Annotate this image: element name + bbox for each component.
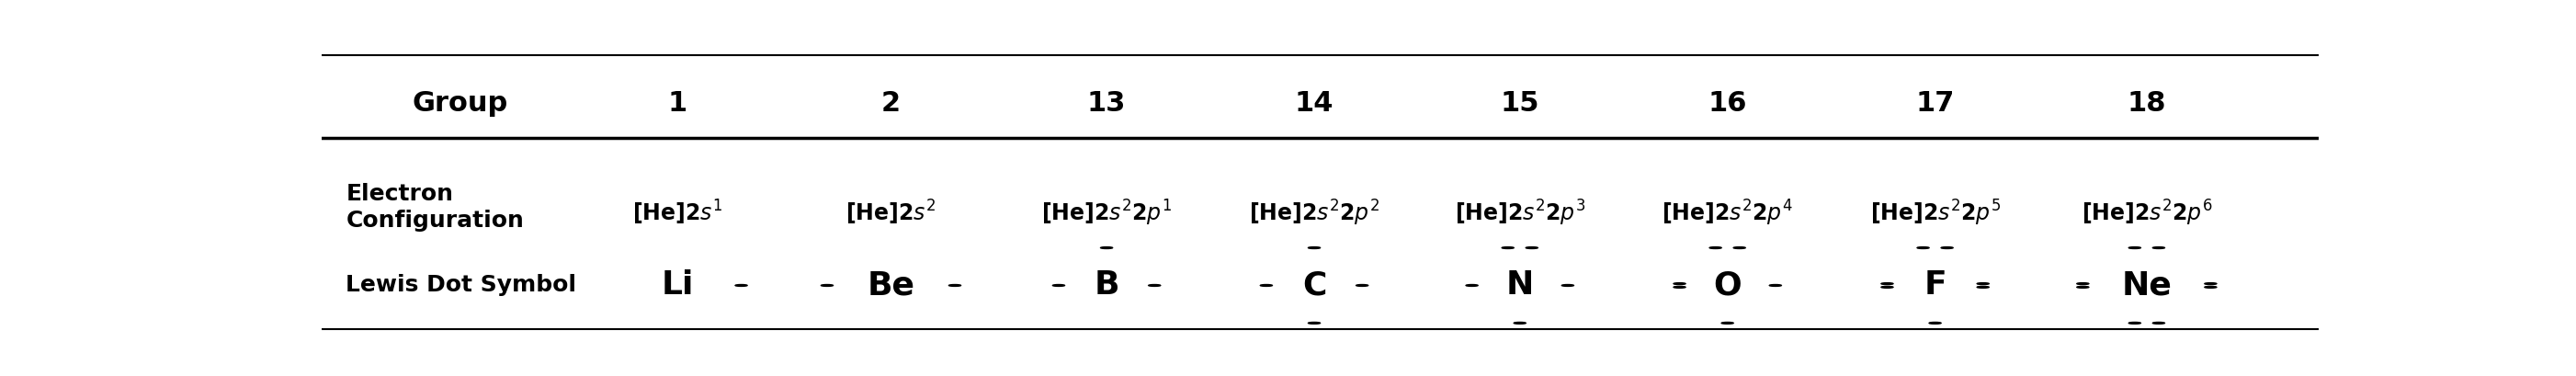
Circle shape — [948, 285, 961, 286]
Circle shape — [822, 285, 832, 286]
Circle shape — [2128, 247, 2141, 249]
Text: $\mathregular{[He]2}s^{2}\mathregular{2}p^{3}$: $\mathregular{[He]2}s^{2}\mathregular{2}… — [1455, 198, 1584, 228]
Circle shape — [1917, 247, 1929, 249]
Text: C: C — [1301, 270, 1327, 301]
Circle shape — [1674, 283, 1685, 285]
Circle shape — [1710, 247, 1721, 249]
Text: Be: Be — [868, 270, 914, 301]
Circle shape — [1525, 247, 1538, 249]
Circle shape — [1100, 247, 1113, 249]
Text: Ne: Ne — [2123, 270, 2172, 301]
Text: 14: 14 — [1296, 90, 1334, 116]
Text: Lewis Dot Symbol: Lewis Dot Symbol — [345, 274, 577, 296]
Circle shape — [1929, 322, 1942, 324]
Circle shape — [1561, 285, 1574, 286]
Circle shape — [1880, 286, 1893, 288]
Circle shape — [1674, 286, 1685, 288]
Circle shape — [2154, 322, 2164, 324]
Text: N: N — [1507, 270, 1533, 301]
Circle shape — [1149, 285, 1162, 286]
Text: 15: 15 — [1499, 90, 1540, 116]
Circle shape — [2205, 283, 2215, 285]
Circle shape — [1054, 285, 1064, 286]
Circle shape — [1355, 285, 1368, 286]
Text: B: B — [1095, 270, 1118, 301]
Text: Li: Li — [662, 270, 693, 301]
Text: $\mathregular{[He]2}s^{2}\mathregular{2}p^{2}$: $\mathregular{[He]2}s^{2}\mathregular{2}… — [1249, 198, 1378, 228]
Circle shape — [1976, 283, 1989, 285]
Circle shape — [1502, 247, 1515, 249]
Circle shape — [1466, 285, 1479, 286]
Circle shape — [2154, 247, 2164, 249]
Text: $\mathregular{[He]2}s^{2}\mathregular{2}p^{4}$: $\mathregular{[He]2}s^{2}\mathregular{2}… — [1662, 198, 1793, 228]
Circle shape — [1309, 247, 1321, 249]
Text: 17: 17 — [1917, 90, 1955, 116]
Circle shape — [1515, 322, 1525, 324]
Text: $\mathregular{[He]2}s^{2}\mathregular{2}p^{6}$: $\mathregular{[He]2}s^{2}\mathregular{2}… — [2081, 198, 2213, 228]
Circle shape — [2205, 286, 2215, 288]
Text: $\mathregular{[He]2}s^{2}\mathregular{2}p^{1}$: $\mathregular{[He]2}s^{2}\mathregular{2}… — [1041, 198, 1172, 228]
Circle shape — [1260, 285, 1273, 286]
Text: 16: 16 — [1708, 90, 1747, 116]
Circle shape — [1309, 322, 1321, 324]
Circle shape — [1770, 285, 1783, 286]
Text: Electron
Configuration: Electron Configuration — [345, 183, 523, 232]
Text: 13: 13 — [1087, 90, 1126, 116]
Circle shape — [1734, 247, 1747, 249]
Circle shape — [2076, 286, 2089, 288]
Text: $\mathregular{[He]2}s^{1}$: $\mathregular{[He]2}s^{1}$ — [631, 199, 721, 227]
Circle shape — [734, 285, 747, 286]
Circle shape — [1721, 322, 1734, 324]
Circle shape — [2076, 283, 2089, 285]
Text: 1: 1 — [667, 90, 688, 116]
Circle shape — [2128, 322, 2141, 324]
Text: $\mathregular{[He]2}s^{2}$: $\mathregular{[He]2}s^{2}$ — [845, 199, 935, 227]
Circle shape — [1976, 286, 1989, 288]
Text: O: O — [1713, 270, 1741, 301]
Text: 2: 2 — [881, 90, 902, 116]
Circle shape — [1942, 247, 1953, 249]
Text: $\mathregular{[He]2}s^{2}\mathregular{2}p^{5}$: $\mathregular{[He]2}s^{2}\mathregular{2}… — [1870, 198, 2002, 228]
Text: 18: 18 — [2128, 90, 2166, 116]
Circle shape — [1880, 283, 1893, 285]
Text: Group: Group — [412, 90, 507, 116]
Text: F: F — [1924, 270, 1947, 301]
